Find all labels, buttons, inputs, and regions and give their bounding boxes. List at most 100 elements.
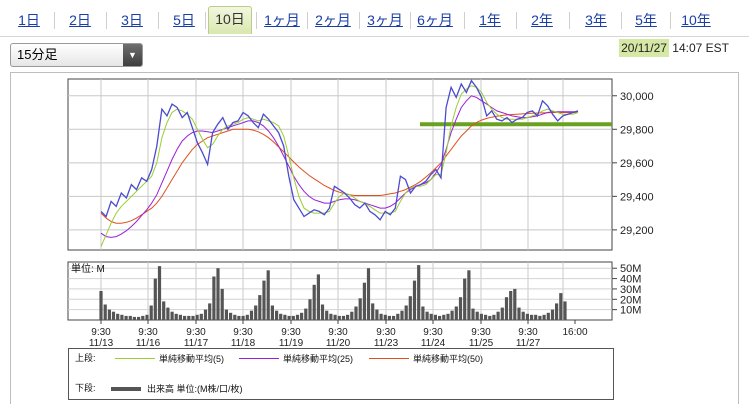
volume-ytick-label: 30M: [620, 284, 641, 296]
volume-bar: [375, 309, 379, 320]
volume-bar: [563, 301, 567, 320]
volume-bar: [404, 305, 408, 320]
volume-bar: [504, 297, 509, 320]
volume-bar: [492, 314, 496, 320]
volume-bar: [521, 311, 525, 320]
volume-bar: [383, 314, 387, 320]
volume-bar: [128, 315, 132, 320]
volume-bar: [183, 315, 187, 320]
x-tick-date: 11/17: [184, 338, 209, 349]
volume-bar: [312, 284, 316, 320]
x-tick-date: 11/20: [326, 338, 351, 349]
x-tick-time: 9:30: [138, 327, 158, 338]
tab-separator: [464, 12, 465, 29]
volume-bar: [417, 265, 421, 320]
volume-bar: [187, 315, 191, 320]
chevron-down-icon[interactable]: ▼: [123, 44, 142, 66]
tab-separator: [54, 12, 55, 29]
tab-1[interactable]: 1日: [18, 12, 40, 28]
interval-select[interactable]: 15分足 ▼: [10, 43, 143, 67]
x-tick-date: 11/23: [374, 338, 399, 349]
x-tick-time: 9:30: [518, 327, 538, 338]
ma25-line: [100, 95, 578, 238]
tab-4[interactable]: 5日: [173, 12, 195, 28]
last-update-date: 20/11/27: [619, 39, 669, 57]
volume-bar: [412, 280, 417, 320]
tab-9[interactable]: 6ヶ月: [417, 12, 453, 28]
volume-bar: [203, 309, 208, 320]
volume-bar: [178, 314, 182, 320]
volume-bar: [463, 278, 467, 320]
last-update-datetime: 20/11/27 14:07 EST: [619, 39, 729, 57]
tab-separator: [307, 12, 308, 29]
tab-separator: [410, 12, 411, 29]
volume-bar: [116, 313, 120, 320]
volume-bar: [354, 306, 358, 320]
volume-bar: [141, 315, 145, 320]
volume-ytick-label: 20M: [620, 294, 641, 306]
tab-separator: [106, 12, 107, 29]
tab-10[interactable]: 1年: [479, 12, 501, 28]
volume-bar: [500, 307, 504, 320]
volume-bar: [99, 291, 103, 320]
volume-bar: [270, 305, 274, 320]
x-tick-time: 9:30: [91, 327, 111, 338]
legend: 上段: 単純移動平均(5) 単純移動平均(25) 単純移動平均(50) 下段: …: [68, 348, 614, 400]
volume-bar: [350, 311, 354, 320]
tab-14[interactable]: 10年: [681, 12, 711, 28]
volume-bar: [396, 313, 400, 320]
tab-7[interactable]: 2ヶ月: [315, 12, 351, 28]
volume-bar: [475, 311, 479, 320]
price-ytick-label: 29,800: [620, 124, 654, 136]
volume-bar: [346, 314, 350, 320]
volume-bar: [325, 310, 329, 320]
volume-bar: [132, 316, 136, 320]
legend-swatch-ma50: [369, 358, 409, 359]
volume-bar: [262, 280, 266, 320]
volume-bar: [174, 313, 178, 320]
volume-bar: [341, 315, 346, 320]
volume-bar: [538, 315, 542, 320]
volume-unit-label: 単位: M: [71, 262, 105, 275]
tab-separator: [158, 12, 159, 29]
volume-bar: [488, 315, 492, 320]
tab-2[interactable]: 2日: [69, 12, 91, 28]
volume-bar: [162, 301, 166, 320]
volume-bar: [191, 315, 195, 320]
tab-separator: [670, 12, 671, 29]
volume-bar: [233, 314, 237, 320]
tab-3[interactable]: 3日: [121, 12, 143, 28]
volume-bar: [550, 309, 555, 320]
price-ytick-label: 29,200: [620, 225, 654, 237]
tab-6[interactable]: 1ヶ月: [264, 12, 300, 28]
volume-bar: [392, 315, 396, 320]
period-tabs: 1日 2日 3日 5日 10日 1ヶ月 2ヶ月 3ヶ月 6ヶ月 1年 2年 3年 5年 10年: [0, 0, 749, 37]
volume-bar: [170, 311, 174, 320]
volume-bar: [283, 314, 287, 320]
volume-bar: [320, 304, 325, 320]
tab-5[interactable]: 10日: [208, 6, 252, 34]
volume-bar: [484, 314, 488, 320]
volume-bar: [111, 311, 116, 320]
interval-select-label: 15分足: [17, 47, 58, 62]
ma5-line: [100, 85, 579, 247]
volume-bar: [559, 293, 563, 320]
volume-bar: [433, 314, 437, 320]
volume-bar: [157, 266, 162, 320]
x-tick-time: 9:30: [328, 327, 348, 338]
volume-bar: [137, 316, 141, 320]
tab-13[interactable]: 5年: [635, 12, 657, 28]
x-tick-date: 11/25: [469, 338, 494, 349]
volume-bar: [291, 315, 295, 320]
volume-bar: [266, 270, 270, 320]
tab-12[interactable]: 3年: [585, 12, 607, 28]
volume-bar: [279, 313, 283, 320]
volume-bar: [216, 268, 220, 320]
tab-11[interactable]: 2年: [531, 12, 553, 28]
tab-8[interactable]: 3ヶ月: [367, 12, 403, 28]
volume-bar: [124, 315, 128, 320]
x-tick-time: 9:30: [281, 327, 301, 338]
volume-bar: [287, 315, 291, 320]
tab-separator: [256, 12, 257, 29]
